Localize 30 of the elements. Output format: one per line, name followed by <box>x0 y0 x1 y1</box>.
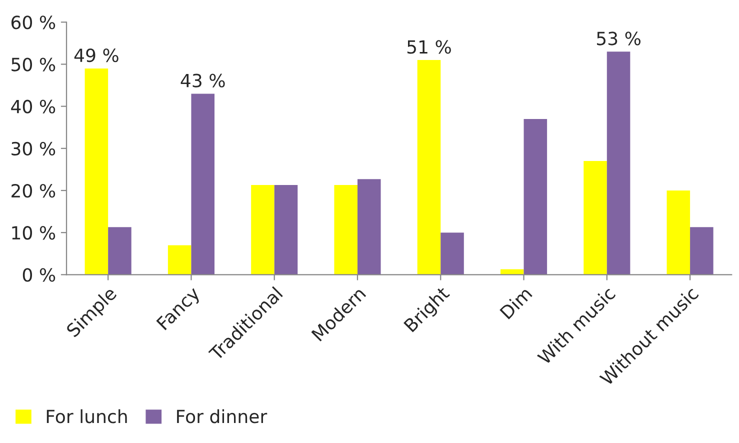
bar <box>168 245 192 275</box>
y-tick-label: 60 % <box>11 16 56 30</box>
bar <box>274 185 298 275</box>
bar <box>108 227 132 275</box>
bar <box>690 227 714 275</box>
bar <box>357 179 381 275</box>
bar <box>500 269 524 275</box>
bar <box>84 68 108 275</box>
bar <box>334 185 358 275</box>
y-tick-label: 30 % <box>12 142 56 156</box>
bar <box>440 232 464 275</box>
data-label: 43 % <box>180 74 225 88</box>
y-tick-label: 0 % <box>22 268 56 282</box>
data-label: 49 % <box>74 48 118 62</box>
bar <box>584 161 607 275</box>
y-tick-label: 20 % <box>12 184 56 198</box>
bar <box>191 94 214 275</box>
legend-label: For dinner <box>177 409 268 424</box>
data-label: 53 % <box>597 32 640 46</box>
data-label: 51 % <box>407 40 451 54</box>
bar <box>666 190 690 275</box>
y-tick-label: 40 % <box>11 100 56 114</box>
bar <box>251 185 274 275</box>
bar <box>606 52 630 275</box>
legend-label: For lunch <box>46 409 127 424</box>
x-tick-label: Dim <box>499 286 532 320</box>
bar <box>524 118 548 275</box>
y-tick-label: 10 % <box>12 226 56 240</box>
bar <box>417 60 441 275</box>
y-tick-label: 50 % <box>12 58 56 72</box>
